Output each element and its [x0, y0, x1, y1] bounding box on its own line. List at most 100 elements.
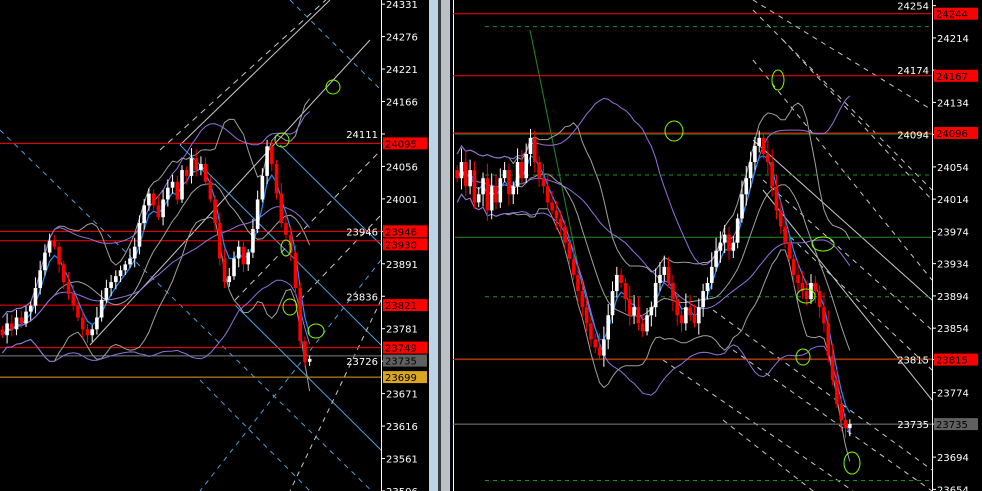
- bull-candle: [809, 282, 813, 300]
- y-tick-label: 23974: [937, 227, 969, 238]
- right-bands: [456, 95, 851, 462]
- price-badge-label: 23930: [385, 240, 417, 251]
- bull-candle: [489, 186, 494, 211]
- bull-candle: [709, 266, 714, 283]
- bull-candle: [24, 311, 28, 324]
- bull-candle: [515, 162, 520, 187]
- y-tick-label: 24001: [386, 195, 418, 206]
- bull-candle: [260, 175, 265, 200]
- bull-candle: [14, 317, 19, 330]
- marker-circle: [795, 348, 811, 366]
- bull-candle: [722, 234, 727, 243]
- bull-candle: [511, 186, 516, 195]
- bollinger-band-line: [456, 169, 851, 351]
- y-tick-label: 23735: [897, 420, 929, 431]
- bull-candle: [90, 329, 94, 336]
- bull-candle: [28, 305, 33, 312]
- bull-candle: [502, 170, 507, 179]
- bull-candle: [615, 274, 619, 292]
- bear-candle: [589, 323, 593, 340]
- bollinger-band-line: [456, 193, 851, 436]
- bear-candle: [800, 282, 805, 292]
- bear-candle: [580, 291, 585, 308]
- bear-candle: [222, 258, 227, 283]
- bear-candle: [688, 307, 692, 316]
- right-trendlines: [529, 0, 933, 491]
- bear-candle: [533, 137, 537, 163]
- left-chart-panel[interactable]: 24331 24276 24221 24166 24111 24056 24001 23946…: [0, 0, 429, 491]
- bear-candle: [537, 162, 541, 179]
- bull-candle: [602, 339, 606, 356]
- bull-candle: [757, 137, 762, 146]
- bear-candle: [774, 186, 779, 211]
- bull-candle: [735, 218, 740, 243]
- splitter-right[interactable]: [441, 0, 450, 491]
- bollinger-band-line: [2, 98, 311, 318]
- bear-candle: [151, 193, 156, 206]
- bear-candle: [571, 258, 576, 275]
- price-badge-bg: [934, 69, 978, 82]
- bollinger-band-line: [456, 169, 851, 310]
- bear-candle: [485, 178, 490, 211]
- bear-candle: [766, 153, 770, 163]
- y-tick-label: 23616: [386, 422, 418, 433]
- price-badge-bg: [383, 371, 427, 384]
- bull-candle: [123, 264, 128, 271]
- marker-circle: [664, 120, 684, 142]
- bear-candle: [804, 291, 809, 300]
- bull-candle: [128, 258, 132, 265]
- right-chart-panel[interactable]: 24254 24214 24174 24134 24094 24054 24014 23974…: [453, 0, 982, 491]
- bull-candle: [748, 162, 753, 179]
- bull-candle: [104, 287, 109, 300]
- bear-candle: [293, 252, 298, 288]
- bull-candle: [5, 323, 9, 336]
- price-badge-label: 23699: [385, 373, 417, 384]
- bear-candle: [830, 355, 835, 380]
- price-badge-label: 23815: [936, 356, 968, 367]
- bull-candle: [718, 242, 723, 251]
- y-tick-label: 24331: [386, 0, 418, 11]
- price-badge-label: 23821: [385, 301, 417, 312]
- y-tick-label: 23836: [346, 292, 378, 303]
- bull-candle: [701, 291, 705, 308]
- price-badge-bg: [934, 7, 978, 20]
- bull-candle: [147, 193, 151, 206]
- y-tick-label: 24276: [386, 33, 418, 44]
- bull-candle: [99, 299, 104, 318]
- bear-candle: [520, 162, 524, 179]
- bull-candle: [606, 315, 610, 340]
- marker-circle: [796, 288, 816, 304]
- splitter-left[interactable]: [429, 0, 438, 491]
- bear-candle: [627, 299, 632, 316]
- bull-candle: [236, 246, 241, 259]
- bear-candle: [298, 287, 302, 342]
- bear-candle: [843, 420, 848, 429]
- bull-candle: [740, 194, 744, 219]
- bull-candle: [95, 317, 99, 330]
- bear-candle: [218, 223, 222, 259]
- bear-candle: [208, 181, 213, 200]
- left-price-chart[interactable]: 24331 24276 24221 24166 24111 24056 24001 23946…: [0, 0, 429, 491]
- moving-average-line: [456, 155, 851, 414]
- price-badge-bg: [383, 341, 427, 354]
- y-tick-label: 24094: [897, 131, 929, 142]
- right-price-chart[interactable]: 24254 24214 24174 24134 24094 24054 24014 23974…: [453, 0, 982, 491]
- bear-candle: [194, 158, 198, 170]
- bear-candle: [19, 317, 24, 324]
- bull-candle: [114, 276, 118, 283]
- bull-candle: [645, 315, 649, 332]
- right-candles: [455, 128, 852, 438]
- marker-circle: [307, 323, 325, 339]
- bear-candle: [597, 347, 602, 356]
- bull-candle: [468, 170, 472, 187]
- bull-candle: [199, 164, 203, 170]
- bear-candle: [507, 170, 511, 195]
- y-tick-label: 24254: [897, 2, 929, 13]
- bollinger-band-line: [2, 183, 311, 336]
- bear-candle: [62, 264, 66, 283]
- bull-candle: [137, 223, 142, 247]
- y-tick-label: 23946: [346, 227, 378, 238]
- price-badge-bg: [934, 127, 978, 140]
- left-price-badges: 24095 23946 23930 23821 23749 23735 23699: [383, 137, 427, 384]
- bull-candle: [744, 178, 749, 195]
